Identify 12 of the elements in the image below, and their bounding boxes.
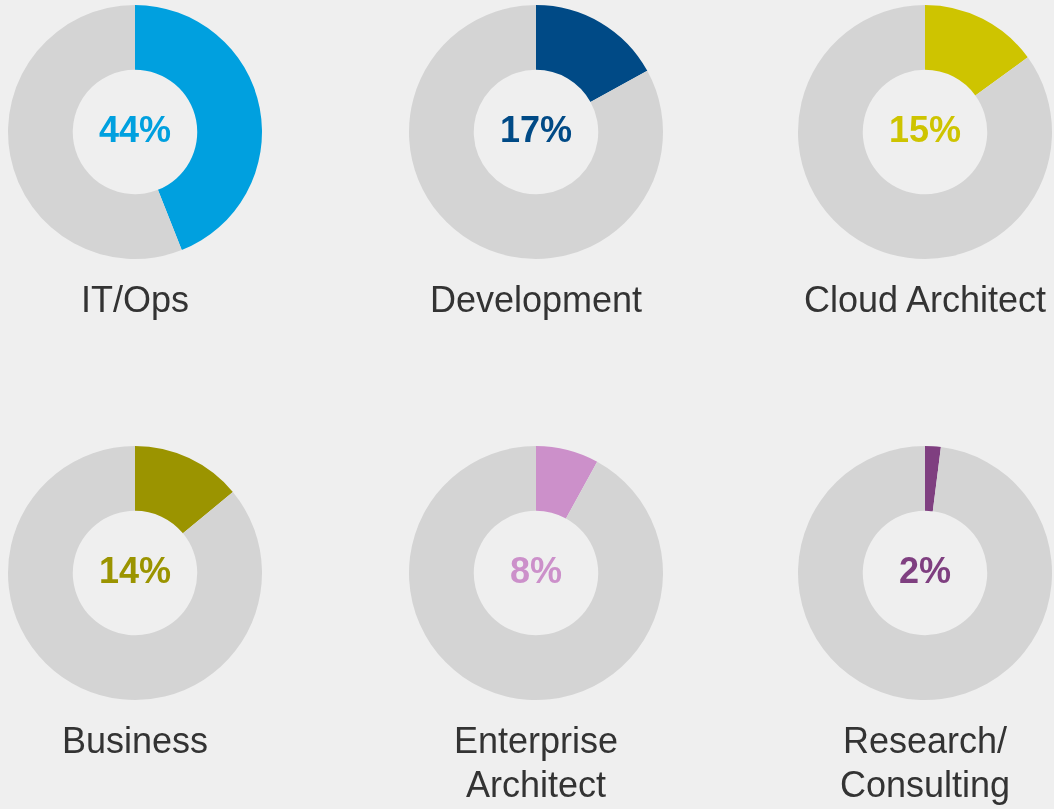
data-label: 17%: [499, 108, 573, 150]
data-label: 14%: [98, 549, 172, 591]
text: Research/Consulting: [838, 719, 1012, 807]
text: Cloud Architect: [802, 278, 1048, 322]
text: Enterprise Architect: [452, 719, 620, 807]
data-label: 8%: [509, 549, 563, 591]
text: IT/Ops: [80, 278, 190, 322]
data-label: 15%: [888, 108, 962, 150]
text: Business: [60, 719, 210, 763]
text: Development: [428, 278, 644, 322]
data-label: 2%: [898, 549, 952, 591]
data-label: 44%: [98, 108, 172, 150]
